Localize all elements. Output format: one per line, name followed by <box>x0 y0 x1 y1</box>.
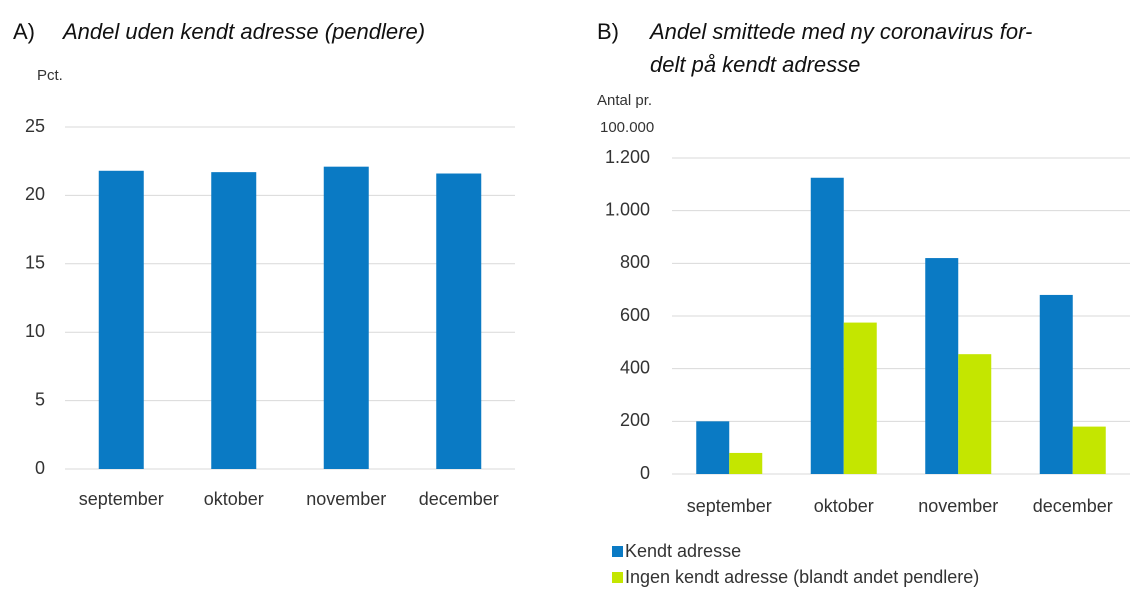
legend-label: Ingen kendt adresse (blandt andet pendle… <box>625 567 979 587</box>
y-tick-label: 600 <box>620 305 650 325</box>
x-tick-label: december <box>1033 496 1113 516</box>
y-tick-label: 10 <box>25 321 45 341</box>
bar <box>696 421 730 474</box>
chart-title: delt på kendt adresse <box>650 52 860 77</box>
bar <box>1039 294 1073 474</box>
y-tick-label: 25 <box>25 116 45 136</box>
y-tick-label: 200 <box>620 410 650 430</box>
bar <box>436 173 482 469</box>
x-tick-label: oktober <box>204 489 264 509</box>
bar <box>729 452 763 474</box>
bar <box>925 258 959 474</box>
y-tick-label: 1.000 <box>605 199 650 219</box>
chart-title: Andel smittede med ny coronavirus for- <box>648 19 1032 44</box>
y-tick-label: 15 <box>25 253 45 273</box>
bar <box>98 170 144 469</box>
x-tick-label: oktober <box>814 496 874 516</box>
x-tick-label: september <box>79 489 164 509</box>
y-tick-label: 0 <box>35 458 45 478</box>
x-tick-label: december <box>419 489 499 509</box>
x-tick-label: november <box>306 489 386 509</box>
y-tick-label: 0 <box>640 463 650 483</box>
y-tick-label: 400 <box>620 357 650 377</box>
bar <box>323 166 369 469</box>
y-tick-label: 5 <box>35 389 45 409</box>
bar <box>843 322 877 474</box>
y-axis-label: 100.000 <box>600 119 654 136</box>
bar <box>211 172 257 470</box>
x-tick-label: november <box>918 496 998 516</box>
legend-label: Kendt adresse <box>625 541 741 561</box>
y-axis-label: Pct. <box>37 67 63 84</box>
legend-swatch <box>612 572 623 583</box>
x-tick-label: september <box>687 496 772 516</box>
bar <box>1072 426 1106 474</box>
bar <box>810 177 844 474</box>
y-tick-label: 800 <box>620 252 650 272</box>
y-tick-label: 20 <box>25 184 45 204</box>
y-axis-label: Antal pr. <box>597 92 652 109</box>
panel-label: B) <box>597 19 619 44</box>
panel-label: A) <box>13 19 35 44</box>
bar <box>958 354 992 474</box>
legend-swatch <box>612 546 623 557</box>
y-tick-label: 1.200 <box>605 147 650 167</box>
chart-title: Andel uden kendt adresse (pendlere) <box>61 19 425 44</box>
